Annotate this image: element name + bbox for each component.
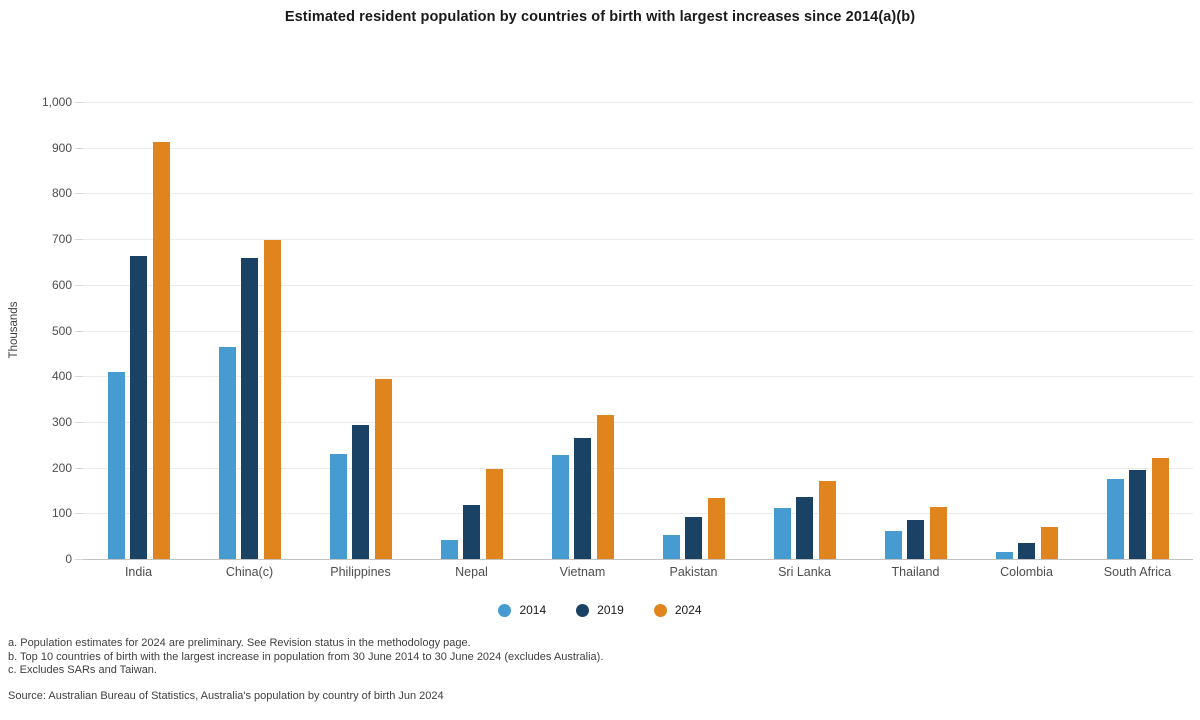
legend-label: 2024 <box>674 603 702 617</box>
legend-swatch-icon <box>576 603 590 617</box>
bar-srilanka-2024[interactable] <box>818 481 836 559</box>
x-tick-label: Colombia <box>1000 565 1053 579</box>
bar-chinac-2014[interactable] <box>218 346 236 559</box>
y-tick-mark <box>75 467 83 469</box>
gridline-600 <box>83 284 1193 286</box>
gridline-0 <box>83 559 1193 560</box>
gridline-800 <box>83 193 1193 195</box>
y-tick-mark <box>75 193 83 195</box>
bar-philippines-2014[interactable] <box>329 453 347 559</box>
bar-southafrica-2019[interactable] <box>1129 470 1146 559</box>
bar-pakistan-2019[interactable] <box>685 517 702 559</box>
y-tick-label: 500 <box>51 323 72 338</box>
y-tick-label: 800 <box>51 186 72 201</box>
y-tick-mark <box>75 330 83 332</box>
x-tick-label: Vietnam <box>559 565 606 579</box>
bar-srilanka-2019[interactable] <box>796 496 813 559</box>
bar-thailand-2019[interactable] <box>907 520 924 559</box>
x-tick-label: Sri Lanka <box>778 565 831 579</box>
y-tick-label: 900 <box>51 140 72 155</box>
x-tick-label: Thailand <box>891 565 940 579</box>
x-tick-label: India <box>124 565 153 579</box>
bar-vietnam-2024[interactable] <box>596 414 614 559</box>
gridline-1000 <box>83 102 1193 103</box>
bar-nepal-2014[interactable] <box>440 539 458 559</box>
bar-colombia-2024[interactable] <box>1040 527 1058 559</box>
y-tick-label: 700 <box>51 232 72 247</box>
x-tick-label: China(c) <box>225 565 274 579</box>
bar-nepal-2019[interactable] <box>463 505 480 559</box>
footnotes: a. Population estimates for 2024 are pre… <box>8 637 603 678</box>
legend-item-2019[interactable]: 2019 <box>576 603 624 617</box>
bar-vietnam-2019[interactable] <box>574 437 591 559</box>
bar-colombia-2019[interactable] <box>1018 543 1035 559</box>
footnote-b: b. Top 10 countries of birth with the la… <box>8 650 604 663</box>
y-tick-label: 600 <box>51 277 72 292</box>
y-tick-mark <box>75 147 83 149</box>
legend-swatch-icon <box>498 603 512 617</box>
legend: 2014 2019 2024 <box>0 603 1200 617</box>
y-tick-mark <box>75 513 83 515</box>
y-tick-label: 1,000 <box>41 95 72 109</box>
y-tick-label: 300 <box>51 414 72 429</box>
gridline-300 <box>83 421 1193 423</box>
bar-pakistan-2014[interactable] <box>662 534 680 559</box>
plot-area <box>83 102 1193 560</box>
bar-vietnam-2014[interactable] <box>551 454 569 559</box>
x-tick-label: South Africa <box>1103 565 1172 579</box>
y-tick-mark <box>75 376 83 378</box>
legend-label: 2014 <box>519 603 547 617</box>
bar-philippines-2024[interactable] <box>374 379 392 559</box>
y-tick-label: 400 <box>51 369 72 384</box>
legend-label: 2019 <box>597 603 624 617</box>
chart-title: Estimated resident population by countri… <box>284 9 916 25</box>
gridline-500 <box>83 330 1193 332</box>
bar-philippines-2019[interactable] <box>352 425 369 559</box>
bar-southafrica-2024[interactable] <box>1151 457 1169 559</box>
gridline-700 <box>83 239 1193 241</box>
bar-chinac-2019[interactable] <box>241 257 258 559</box>
bar-thailand-2024[interactable] <box>929 506 947 559</box>
bar-nepal-2024[interactable] <box>485 469 503 559</box>
x-tick-label: Nepal <box>455 565 488 579</box>
legend-item-2024[interactable]: 2024 <box>653 603 702 617</box>
gridline-400 <box>83 376 1193 378</box>
y-tick-label: 0 <box>65 552 72 566</box>
source-note: Source: Australian Bureau of Statistics,… <box>8 690 444 702</box>
footnote-a: a. Population estimates for 2024 are pre… <box>8 637 471 649</box>
bar-pakistan-2024[interactable] <box>707 497 725 559</box>
y-tick-mark <box>75 559 83 560</box>
gridline-900 <box>83 147 1193 149</box>
bar-srilanka-2014[interactable] <box>773 507 791 559</box>
bar-colombia-2014[interactable] <box>995 552 1013 559</box>
x-tick-label: Pakistan <box>669 565 718 579</box>
gridline-200 <box>83 467 1193 469</box>
bar-southafrica-2014[interactable] <box>1106 479 1124 559</box>
y-tick-mark <box>75 102 83 103</box>
y-tick-label: 100 <box>51 506 72 521</box>
legend-item-2014[interactable]: 2014 <box>498 603 546 617</box>
legend-swatch-icon <box>653 603 667 617</box>
bar-india-2019[interactable] <box>130 255 147 559</box>
bar-india-2014[interactable] <box>107 371 125 559</box>
footnote-c: c. Excludes SARs and Taiwan. <box>8 664 157 676</box>
y-tick-label: 200 <box>51 460 72 475</box>
y-tick-mark <box>75 239 83 241</box>
y-tick-mark <box>75 421 83 423</box>
x-tick-label: Philippines <box>330 565 391 579</box>
y-tick-mark <box>75 284 83 286</box>
bar-chinac-2024[interactable] <box>263 240 281 559</box>
gridline-100 <box>83 513 1193 515</box>
bar-india-2024[interactable] <box>152 141 170 559</box>
bar-thailand-2014[interactable] <box>884 531 902 559</box>
